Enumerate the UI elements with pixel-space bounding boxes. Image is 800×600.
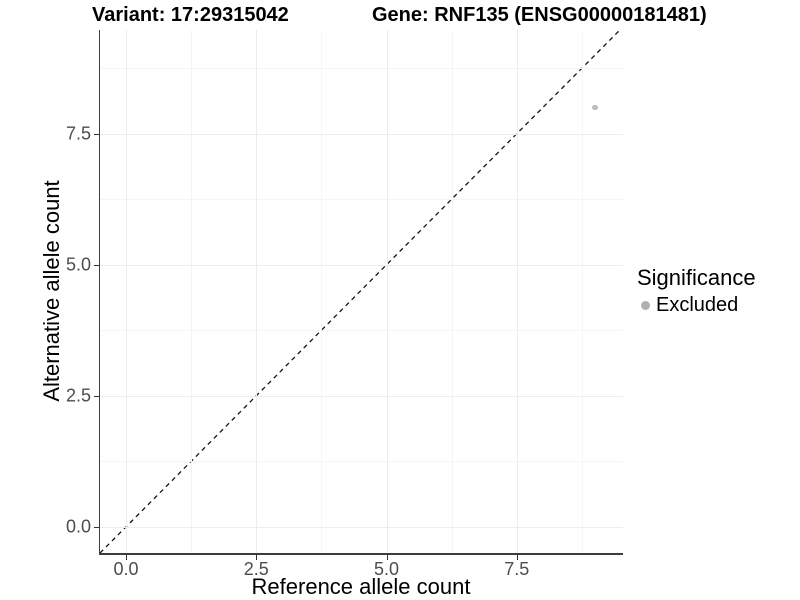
x-axis-line <box>98 553 623 555</box>
grid-minor-vertical <box>191 30 193 553</box>
x-tick-label: 0.0 <box>113 559 139 579</box>
y-tick-label: 0.0 <box>65 516 91 537</box>
legend-item-label: Excluded <box>656 294 739 316</box>
identity-dashed-line <box>99 29 621 554</box>
y-tick-label: 5.0 <box>65 254 91 275</box>
grid-minor-vertical <box>581 30 583 553</box>
y-tick-mark <box>94 264 99 266</box>
grid-major-vertical <box>516 30 518 553</box>
y-tick-mark <box>94 395 99 397</box>
y-axis-title: Alternative allele count <box>39 180 64 402</box>
grid-major-vertical <box>256 30 258 553</box>
grid-minor-horizontal <box>100 461 623 463</box>
data-point <box>592 104 598 111</box>
grid-minor-horizontal <box>100 330 623 332</box>
grid-major-vertical <box>386 30 388 553</box>
x-tick-label: 7.5 <box>504 559 530 579</box>
grid-major-horizontal <box>100 264 623 266</box>
legend-point-icon <box>641 301 650 310</box>
plot-panel <box>99 29 623 554</box>
grid-minor-vertical <box>451 30 453 553</box>
plot-title-variant: Variant: 17:29315042 <box>92 4 289 26</box>
y-tick-label: 2.5 <box>65 385 91 406</box>
y-axis-line <box>98 30 100 554</box>
legend: Significance Excluded <box>637 265 756 317</box>
x-tick-label: 2.5 <box>243 559 269 579</box>
plot-title-gene: Gene: RNF135 (ENSG00000181481) <box>372 4 707 26</box>
x-axis-title: Reference allele count <box>251 574 471 599</box>
grid-major-vertical <box>126 30 128 553</box>
grid-minor-horizontal <box>100 199 623 201</box>
grid-minor-horizontal <box>100 68 623 70</box>
x-tick-mark <box>386 554 388 560</box>
grid-major-horizontal <box>100 526 623 528</box>
y-tick-label: 7.5 <box>65 123 91 144</box>
legend-item-excluded: Excluded <box>637 294 756 317</box>
x-tick-label: 5.0 <box>373 559 400 579</box>
y-tick-mark <box>94 133 99 135</box>
y-tick-mark <box>94 526 99 528</box>
grid-minor-vertical <box>321 30 323 553</box>
x-tick-mark <box>516 554 518 560</box>
legend-title: Significance <box>637 265 756 290</box>
x-tick-mark <box>126 554 128 560</box>
grid-major-horizontal <box>100 395 623 397</box>
x-tick-mark <box>256 554 258 560</box>
grid-major-horizontal <box>100 133 623 135</box>
